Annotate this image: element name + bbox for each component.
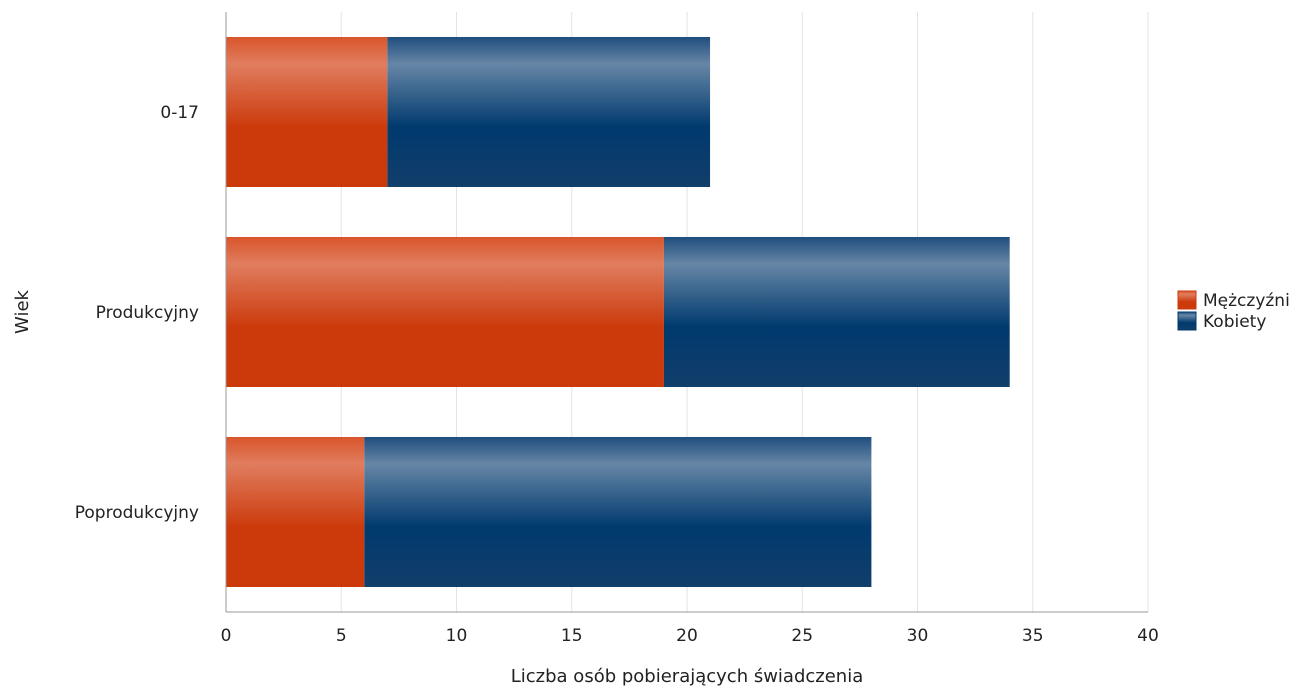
- x-tick-label: 35: [1022, 626, 1044, 646]
- y-category-label: Poprodukcyjny: [75, 503, 199, 523]
- x-tick-label: 30: [907, 626, 929, 646]
- x-tick-label: 20: [676, 626, 698, 646]
- x-tick-label: 15: [561, 626, 583, 646]
- y-axis-title: Wiek: [12, 289, 33, 333]
- bar-segment-1: [387, 37, 711, 187]
- x-tick-label: 5: [336, 626, 347, 646]
- bars: [226, 37, 1010, 587]
- bar-segment-1: [663, 237, 1010, 387]
- axes: [225, 12, 1148, 613]
- x-tick-label: 0: [221, 626, 232, 646]
- legend-swatch: [1177, 311, 1197, 331]
- tick-labels: 0 5 10 15 20 25 30 35 40 0-17 Produkcyjny Poprodukc…: [75, 103, 1159, 646]
- bar-segment-0: [226, 37, 388, 187]
- y-category-label: 0-17: [160, 103, 199, 123]
- x-axis-title: Liczba osób pobierających świadczenia: [511, 666, 864, 687]
- bar-segment-0: [226, 237, 664, 387]
- bar-segment-1: [364, 437, 872, 587]
- y-category-label: Produkcyjny: [96, 303, 199, 323]
- legend-swatch: [1177, 290, 1197, 310]
- legend-label: Kobiety: [1203, 312, 1266, 332]
- x-tick-label: 25: [791, 626, 813, 646]
- x-tick-label: 40: [1137, 626, 1159, 646]
- bar-segment-0: [226, 437, 365, 587]
- legend-label: Mężczyźni: [1203, 291, 1290, 311]
- x-tick-label: 10: [446, 626, 468, 646]
